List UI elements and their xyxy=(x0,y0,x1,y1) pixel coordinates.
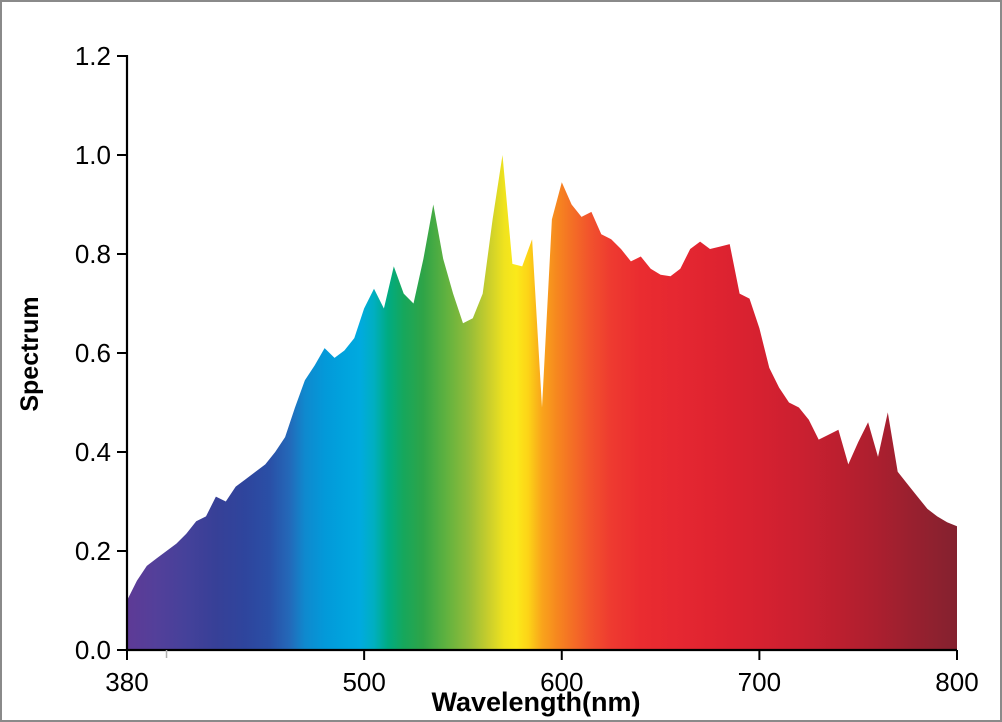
y-axis-tick-labels: 0.0 0.2 0.4 0.6 0.8 1.0 1.2 xyxy=(75,41,111,665)
y-tick-label: 1.2 xyxy=(75,41,111,71)
x-axis-ticks xyxy=(126,650,958,660)
y-tick-label: 0.8 xyxy=(75,239,111,269)
x-axis-tick-labels: 380 500 600 700 800 xyxy=(105,667,978,697)
x-tick-label: 380 xyxy=(105,667,148,697)
y-tick-label: 0.2 xyxy=(75,536,111,566)
y-axis-ticks xyxy=(117,55,127,651)
x-tick-label: 700 xyxy=(738,667,781,697)
y-tick-label: 1.0 xyxy=(75,140,111,170)
y-tick-label: 0.0 xyxy=(75,635,111,665)
x-axis-title: Wavelength(nm) xyxy=(432,687,641,717)
y-tick-label: 0.4 xyxy=(75,437,111,467)
x-tick-label: 500 xyxy=(342,667,385,697)
y-tick-label: 0.6 xyxy=(75,338,111,368)
spectrum-area-series xyxy=(127,155,957,650)
x-tick-label: 800 xyxy=(935,667,978,697)
x-tick-label: 600 xyxy=(540,667,583,697)
y-axis-title: Spectrum xyxy=(16,296,44,411)
